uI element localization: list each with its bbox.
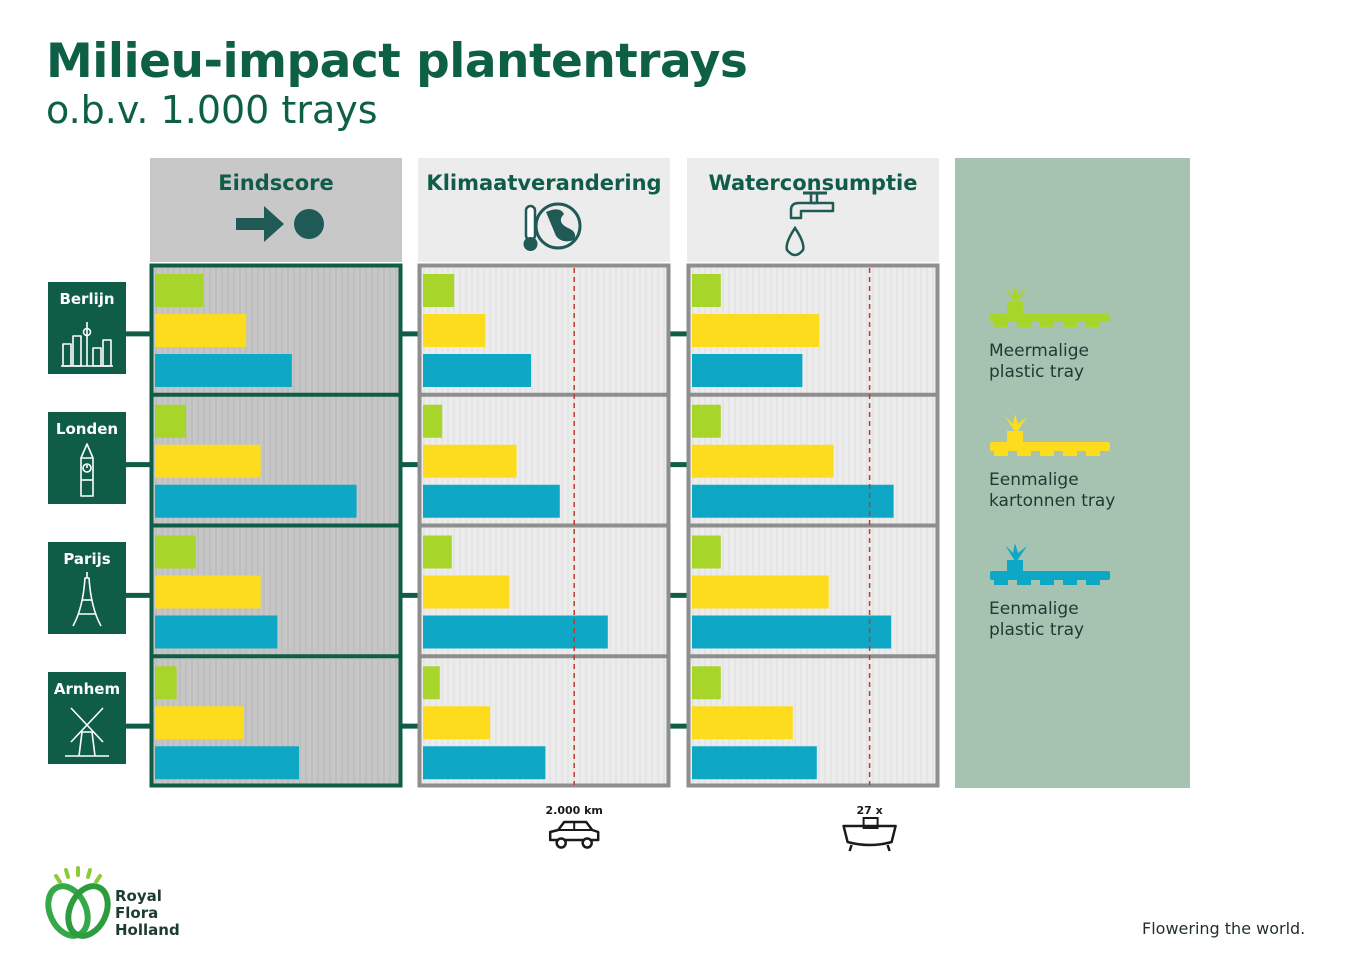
bar-0-1-1 xyxy=(155,444,261,478)
row-connector xyxy=(126,592,154,598)
row-connector xyxy=(126,331,154,337)
bar-2-1-1 xyxy=(692,444,834,478)
bar-2-1-0 xyxy=(692,404,721,438)
logo-wordmark: Royal Flora Holland xyxy=(115,888,180,939)
bar-1-3-0 xyxy=(423,666,440,700)
row-connector xyxy=(668,462,690,468)
bar-0-0-0 xyxy=(155,274,203,307)
bar-1-1-0 xyxy=(423,404,443,438)
row-connector xyxy=(126,462,154,468)
big-ben-icon xyxy=(80,443,94,497)
row-connector xyxy=(400,723,422,729)
windmill-icon xyxy=(65,707,109,757)
bar-1-1-1 xyxy=(423,444,517,478)
bar-0-2-1 xyxy=(155,575,261,609)
bar-0-3-1 xyxy=(155,706,244,740)
legend-label-line1: Eenmalige xyxy=(989,599,1079,619)
logo-line-2: Flora xyxy=(115,904,159,922)
page-subtitle: o.b.v. 1.000 trays xyxy=(46,88,378,132)
bar-1-3-2 xyxy=(423,746,546,780)
skyline-icon xyxy=(61,322,113,367)
reference-label: 2.000 km xyxy=(545,804,602,817)
legend-tray-icon xyxy=(990,414,1110,456)
royal-flora-holland-logo-icon xyxy=(45,866,111,939)
tap-water-icon xyxy=(785,191,835,257)
bar-2-2-0 xyxy=(692,535,721,569)
page-title: Milieu-impact plantentrays xyxy=(46,34,748,89)
legend-tray-icon xyxy=(990,543,1110,585)
bar-2-3-2 xyxy=(692,746,817,780)
arrow-to-dot-icon xyxy=(236,206,324,242)
row-connector xyxy=(400,592,422,598)
row-connector xyxy=(126,723,154,729)
row-connector xyxy=(400,331,422,337)
bar-2-1-2 xyxy=(692,484,894,518)
logo-line-1: Royal xyxy=(115,887,162,905)
logo-line-3: Holland xyxy=(115,921,180,939)
bar-2-0-1 xyxy=(692,314,820,347)
thermometer-globe-icon xyxy=(523,202,582,251)
panel-title: Klimaatverandering xyxy=(426,171,661,195)
bar-2-3-0 xyxy=(692,666,721,700)
bar-2-0-2 xyxy=(692,354,803,387)
bar-2-2-2 xyxy=(692,615,892,649)
city-box-arnhem xyxy=(48,672,126,764)
city-label: Parijs xyxy=(63,550,110,568)
bar-1-2-0 xyxy=(423,535,452,569)
legend-label-line1: Meermalige xyxy=(989,341,1089,361)
bar-0-0-1 xyxy=(155,314,247,347)
legend-label-line2: plastic tray xyxy=(989,362,1084,382)
bar-0-1-2 xyxy=(155,484,357,518)
bar-1-2-2 xyxy=(423,615,608,649)
bar-1-2-1 xyxy=(423,575,510,609)
tagline: Flowering the world. xyxy=(1142,919,1306,938)
city-label: Londen xyxy=(56,420,118,438)
reference-label: 27 x xyxy=(856,804,882,817)
car-icon xyxy=(548,820,600,849)
city-box-parijs xyxy=(48,542,126,634)
bar-1-3-1 xyxy=(423,706,491,740)
row-connector xyxy=(400,462,422,468)
bar-1-0-0 xyxy=(423,274,455,307)
row-connector xyxy=(668,723,690,729)
panel-title: Waterconsumptie xyxy=(709,171,918,195)
bathtub-icon xyxy=(842,817,897,852)
row-connector xyxy=(668,592,690,598)
legend-panel xyxy=(955,158,1190,788)
bar-2-2-1 xyxy=(692,575,829,609)
bar-1-0-2 xyxy=(423,354,531,387)
legend-tray-icon xyxy=(990,285,1110,327)
row-connector xyxy=(668,331,690,337)
eiffel-tower-icon xyxy=(72,572,102,627)
bar-0-1-0 xyxy=(155,404,187,438)
panel-title: Eindscore xyxy=(218,171,334,195)
bar-0-3-0 xyxy=(155,666,177,700)
bar-0-3-2 xyxy=(155,746,299,780)
legend-label-line1: Eenmalige xyxy=(989,470,1079,490)
bar-2-3-1 xyxy=(692,706,793,740)
bar-1-1-2 xyxy=(423,484,560,518)
legend-label-line2: kartonnen tray xyxy=(989,491,1115,511)
panel-header xyxy=(150,158,402,262)
bar-2-0-0 xyxy=(692,274,721,307)
legend-label-line2: plastic tray xyxy=(989,620,1084,640)
city-label: Arnhem xyxy=(54,680,120,698)
bar-0-2-2 xyxy=(155,615,278,649)
city-label: Berlijn xyxy=(59,290,114,308)
bar-0-0-2 xyxy=(155,354,292,387)
bar-1-0-1 xyxy=(423,314,486,347)
bar-0-2-0 xyxy=(155,535,196,569)
